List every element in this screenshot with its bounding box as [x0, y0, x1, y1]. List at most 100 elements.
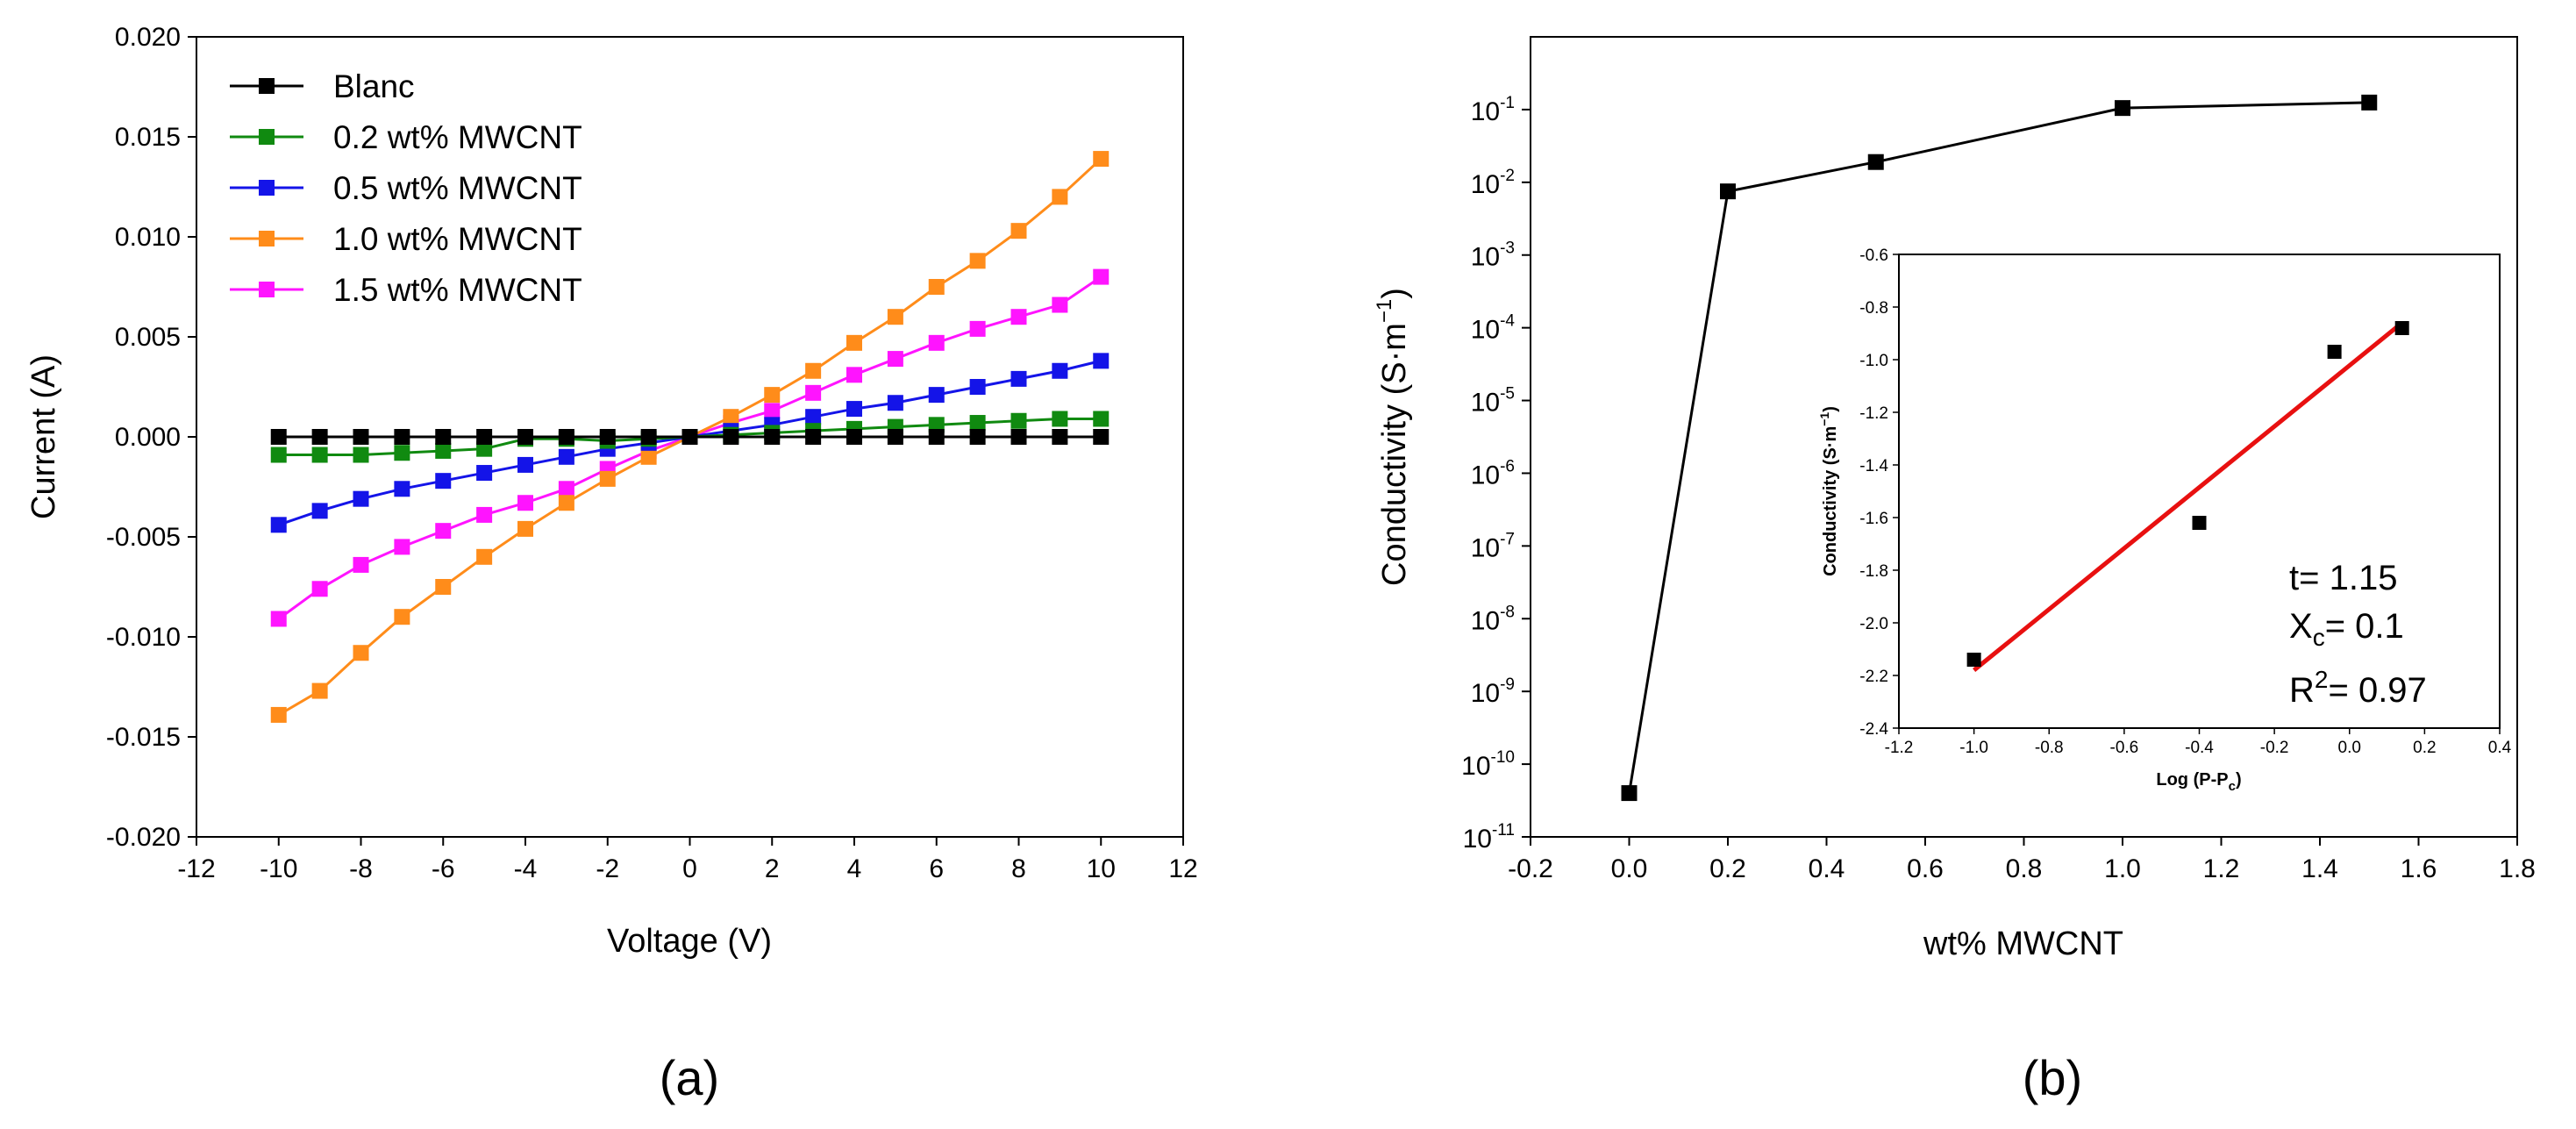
panel-a-x-tick-label: -12: [177, 854, 215, 883]
panel-a-legend-label: 0.2 wt% MWCNT: [333, 119, 582, 155]
inset-x-tick-label: -0.8: [2035, 739, 2064, 757]
panel-a-series: [270, 151, 1110, 723]
inset-y-tick-label: -1.6: [1859, 510, 1888, 528]
panel-a-data-point: [394, 539, 410, 555]
panel-b-x-tick-label: 1.6: [2401, 854, 2437, 883]
panel-a-data-point: [353, 490, 369, 507]
panel-a-data-point: [353, 645, 369, 661]
panel-b-label: (b): [2023, 1050, 2082, 1105]
panel-b-y-axis-title-main: Conductivity (S·m: [1376, 323, 1413, 586]
panel-b-x-tick-label: 0.4: [1809, 854, 1845, 883]
panel-a-data-point: [1010, 309, 1027, 325]
panel-a-data-point: [1010, 429, 1027, 445]
panel-b-y-axis-title-close: ): [1376, 288, 1413, 299]
panel-a-chart: -12 -10 -8 -6 -4 -2 0 2 4 6 8 10 12 0.0200.0150.0100…: [25, 23, 1198, 1105]
panel-a-data-point: [969, 253, 986, 269]
panel-b-data-point: [2115, 100, 2130, 117]
panel-a-data-point: [969, 429, 986, 445]
inset-xc-symbol: X: [2289, 607, 2313, 646]
panel-a-data-point: [517, 520, 533, 537]
panel-a-x-tick-label: 8: [1011, 854, 1026, 883]
inset-t-annotation: t= 1.15: [2289, 559, 2397, 597]
panel-a-x-tick-label: 12: [1168, 854, 1197, 883]
panel-a-data-point: [1052, 411, 1068, 427]
inset-data-point: [2327, 345, 2342, 359]
panel-a-data-point: [887, 351, 903, 368]
panel-b-y-tick-label: 10-11: [1463, 821, 1515, 854]
inset-x-axis-title-main: Log (P-P: [2156, 770, 2228, 790]
inset-x-axis-title: Log (P-Pc): [2156, 770, 2241, 794]
panel-a-data-point: [846, 429, 862, 445]
panel-a-data-point: [558, 429, 574, 445]
panel-a-x-axis-title: Voltage (V): [607, 923, 772, 960]
inset-xc-sub: c: [2313, 624, 2325, 651]
panel-a-data-point: [846, 401, 862, 418]
inset-y-tick-label: -0.8: [1859, 299, 1888, 318]
inset-x-tick-label: 0.2: [2413, 739, 2436, 757]
panel-a-data-point: [846, 367, 862, 383]
panel-a-data-point: [928, 334, 945, 351]
panel-a-data-point: [640, 429, 657, 445]
panel-a-data-point: [353, 429, 369, 445]
panel-a-x-tick-label: 2: [765, 854, 780, 883]
panel-b-x-tick-label: 0.0: [1611, 854, 1648, 883]
panel-a-data-point: [1052, 362, 1068, 379]
panel-a-data-point: [846, 334, 862, 351]
panel-a-data-point: [969, 320, 986, 337]
panel-a-data-point: [394, 445, 410, 461]
panel-a-data-point: [311, 503, 328, 519]
inset-x-tick-label: 0.0: [2338, 739, 2361, 757]
panel-a-data-point: [599, 470, 616, 487]
panel-a-y-axis-title: Current (A): [25, 354, 62, 519]
panel-b-data-point: [2361, 94, 2378, 111]
panel-a-y-tick-label: 0.015: [115, 123, 181, 152]
panel-a-data-point: [558, 495, 574, 511]
panel-a-data-point: [517, 429, 533, 445]
panel-a-legend-marker: [259, 282, 275, 297]
panel-a-legend-marker: [259, 231, 275, 247]
panel-b-y-tick-label: 10-7: [1471, 530, 1515, 562]
panel-a-data-point: [1093, 429, 1110, 445]
panel-b-x-ticks: -0.2 0.0 0.2 0.4 0.6 0.8 1.0 1.2 1.4 1.6 1.8: [1508, 837, 2536, 883]
panel-a-legend-marker: [259, 129, 275, 145]
panel-a-data-point: [394, 609, 410, 625]
panel-a-x-tick-label: -10: [260, 854, 297, 883]
panel-a-data-point: [517, 495, 533, 511]
inset-y-axis-title: Conductivity (S·m−1): [1817, 406, 1840, 576]
panel-a-data-point: [928, 429, 945, 445]
panel-a-data-point: [805, 362, 822, 379]
panel-b-x-tick-label: 1.4: [2301, 854, 2338, 883]
panel-a-data-point: [558, 481, 574, 497]
panel-a-data-point: [394, 429, 410, 445]
panel-a-data-point: [928, 417, 945, 433]
panel-a-data-point: [476, 506, 493, 523]
panel-b-chart: -0.2 0.0 0.2 0.4 0.6 0.8 1.0 1.2 1.4 1.6 1.8 10-11…: [1373, 36, 2536, 1105]
panel-a-data-point: [353, 556, 369, 573]
inset-y-tick-label: -1.2: [1859, 404, 1888, 423]
panel-a-data-point: [723, 409, 739, 425]
panel-a-y-tick-label: 0.000: [115, 423, 181, 452]
panel-a-data-point: [1093, 411, 1110, 427]
panel-a-data-point: [476, 440, 493, 457]
panel-a-legend-label: 0.5 wt% MWCNT: [333, 170, 582, 206]
panel-b-y-tick-label: 10-2: [1471, 167, 1515, 199]
panel-a-data-point: [270, 517, 287, 533]
panel-a-data-point: [599, 429, 616, 445]
panel-a-data-point: [435, 429, 452, 445]
panel-a-data-point: [887, 395, 903, 411]
panel-a-data-point: [928, 387, 945, 404]
panel-a-data-point: [1052, 297, 1068, 313]
panel-a-y-tick-label: 0.020: [115, 23, 181, 52]
inset-x-tick-label: -1.0: [1959, 739, 1988, 757]
inset-y-tick-label: -2.2: [1859, 668, 1888, 686]
panel-a-y-tick-label: -0.010: [106, 623, 181, 652]
panel-a-legend: Blanc 0.2 wt% MWCNT 0.5 wt% MWCNT 1.0 wt% M…: [230, 68, 582, 308]
panel-a-data-point: [270, 706, 287, 723]
inset-y-axis-title-close: ): [1821, 406, 1840, 412]
panel-b-y-tick-label: 10-9: [1471, 675, 1515, 708]
panel-a-x-tick-label: -8: [349, 854, 373, 883]
panel-b-x-tick-label: 1.2: [2203, 854, 2240, 883]
inset-fit-line: [1973, 321, 2404, 672]
panel-a-data-point: [435, 442, 452, 459]
